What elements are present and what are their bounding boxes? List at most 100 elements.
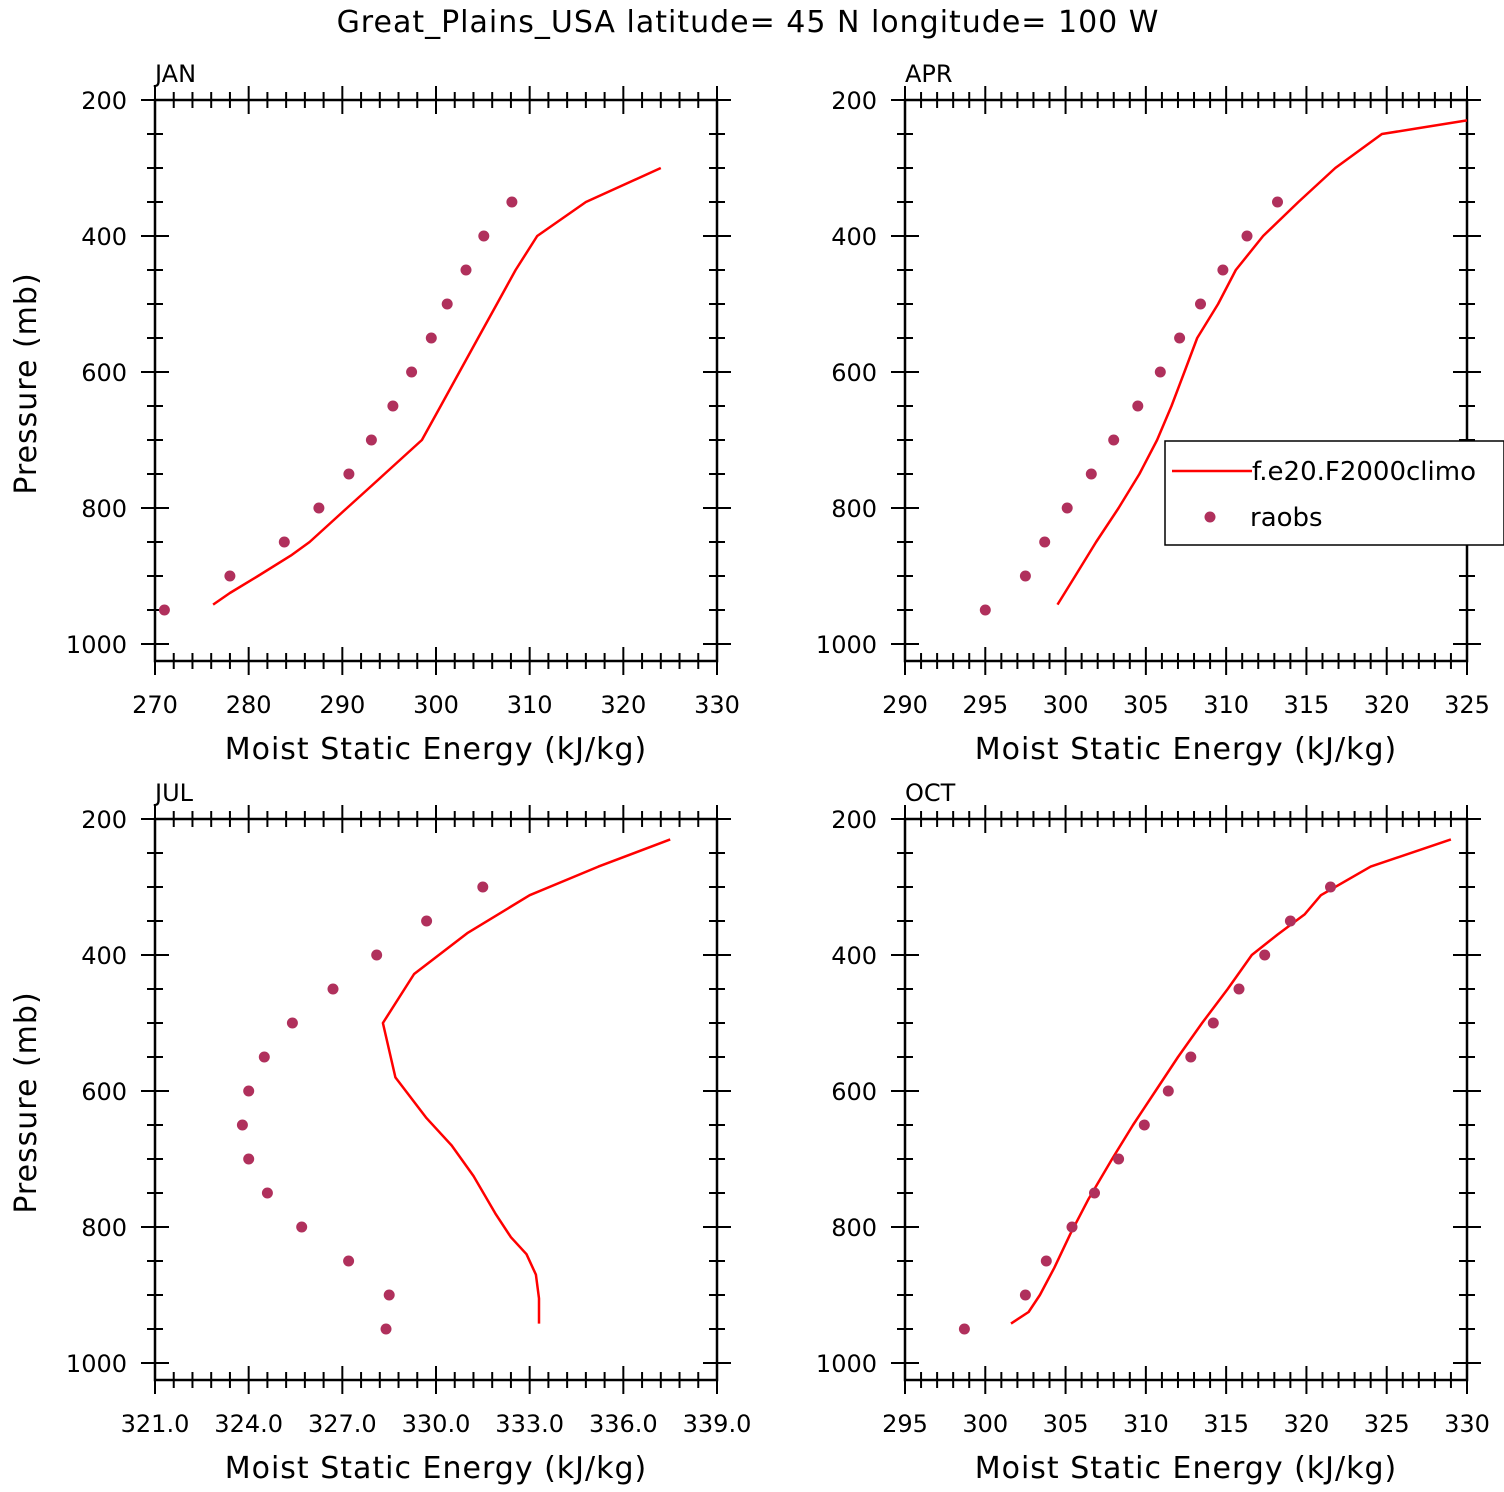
- obs-point: [1113, 1153, 1125, 1165]
- obs-point: [258, 1051, 270, 1063]
- y-tick-label: 800: [81, 1214, 127, 1242]
- obs-point: [1019, 1289, 1031, 1301]
- legend-obs-marker-swatch: [1204, 511, 1216, 523]
- obs-point: [1085, 468, 1097, 480]
- panel-label: JUL: [153, 779, 194, 807]
- obs-point: [380, 1323, 392, 1335]
- legend-model-label: f.e20.F2000climo: [1252, 457, 1476, 487]
- legend: f.e20.F2000climo raobs: [1164, 440, 1504, 546]
- panel-label: APR: [905, 60, 953, 88]
- y-tick-label: 800: [81, 495, 127, 523]
- x-tick-label: 330.0: [402, 1410, 471, 1438]
- obs-point: [958, 1323, 970, 1335]
- x-tick-label: 339.0: [683, 1410, 752, 1438]
- plot-frame: [903, 98, 1469, 663]
- obs-point: [296, 1221, 308, 1233]
- x-axis-title: Moist Static Energy (kJ/kg): [225, 1451, 648, 1486]
- x-axis-title: Moist Static Energy (kJ/kg): [975, 1451, 1398, 1486]
- obs-point: [278, 536, 290, 548]
- obs-point: [383, 1289, 395, 1301]
- obs-point: [1040, 1255, 1052, 1267]
- x-tick-label: 290: [882, 691, 928, 719]
- chart-jan: JAN 200 400 600 800 1000 270 280 290 300 310 320 330…: [9, 60, 740, 767]
- obs-point: [313, 502, 325, 514]
- series-line-model: [381, 838, 671, 1324]
- y-tick-label: 600: [831, 359, 877, 387]
- x-tick-label: 280: [226, 691, 272, 719]
- y-tick-label: 600: [81, 359, 127, 387]
- y-axis-title: Pressure (mb): [9, 991, 44, 1213]
- x-tick-label: 295: [882, 1410, 928, 1438]
- x-tick-label: 290: [319, 691, 365, 719]
- x-tick-label: 310: [1203, 691, 1249, 719]
- x-tick-label: 324.0: [214, 1410, 283, 1438]
- obs-point: [327, 983, 339, 995]
- chart-oct: OCT 200 400 600 800 1000 295 300 305 310 315 320 325…: [816, 779, 1490, 1486]
- y-tick-label: 400: [81, 223, 127, 251]
- obs-point: [979, 604, 991, 616]
- x-tick-label: 305: [1043, 1410, 1089, 1438]
- chart-apr: APR 200 400 600 800 1000 290 295 300 305 310 315 320…: [816, 60, 1490, 767]
- panel-label: OCT: [905, 779, 956, 807]
- obs-point: [261, 1187, 273, 1199]
- obs-point: [1195, 298, 1206, 310]
- obs-point: [236, 1119, 248, 1131]
- x-tick-label: 295: [962, 691, 1008, 719]
- x-tick-label: 320: [1364, 691, 1410, 719]
- obs-point: [1108, 434, 1120, 446]
- x-tick-label: 300: [962, 1410, 1008, 1438]
- obs-point: [1154, 366, 1166, 378]
- x-tick-label: 305: [1123, 691, 1169, 719]
- obs-point: [387, 400, 399, 412]
- y-tick-label: 200: [81, 87, 127, 115]
- figure-title: Great_Plains_USA latitude= 45 N longitud…: [337, 5, 1160, 40]
- x-tick-label: 310: [507, 691, 553, 719]
- x-tick-label: 270: [132, 691, 178, 719]
- y-tick-label: 400: [831, 942, 877, 970]
- obs-point: [406, 366, 418, 378]
- obs-point: [365, 434, 377, 446]
- obs-point: [1061, 502, 1073, 514]
- plot-frame: [903, 817, 1469, 1382]
- x-tick-label: 300: [1043, 691, 1089, 719]
- x-axis-title: Moist Static Energy (kJ/kg): [225, 732, 648, 767]
- obs-point: [477, 881, 489, 893]
- x-tick-label: 315: [1203, 1410, 1249, 1438]
- obs-point: [1217, 264, 1229, 276]
- obs-point: [343, 468, 355, 480]
- x-axis-title: Moist Static Energy (kJ/kg): [975, 732, 1398, 767]
- x-tick-label: 325: [1364, 1410, 1410, 1438]
- obs-point: [460, 264, 472, 276]
- legend-obs-label: raobs: [1250, 503, 1323, 533]
- obs-point: [1039, 536, 1051, 548]
- obs-point: [421, 915, 433, 927]
- obs-point: [1019, 570, 1031, 582]
- y-tick-label: 800: [831, 495, 877, 523]
- series-line-model: [1056, 119, 1468, 606]
- obs-point: [1138, 1119, 1150, 1131]
- y-tick-label: 200: [831, 87, 877, 115]
- obs-point: [425, 332, 437, 344]
- x-tick-label: 321.0: [121, 1410, 190, 1438]
- panel-label: JAN: [153, 60, 196, 88]
- obs-point: [1241, 230, 1253, 242]
- x-tick-label: 330: [694, 691, 740, 719]
- x-tick-label: 300: [413, 691, 459, 719]
- x-tick-label: 336.0: [589, 1410, 658, 1438]
- y-tick-label: 1000: [816, 631, 877, 659]
- x-tick-label: 327.0: [308, 1410, 377, 1438]
- obs-point: [243, 1153, 255, 1165]
- series-line-model: [212, 166, 662, 606]
- obs-point: [1284, 915, 1296, 927]
- obs-point: [1174, 332, 1186, 344]
- y-tick-label: 1000: [66, 1350, 127, 1378]
- obs-point: [1162, 1085, 1174, 1097]
- x-tick-label: 330: [1444, 1410, 1490, 1438]
- obs-point: [506, 196, 518, 208]
- y-tick-label: 400: [831, 223, 877, 251]
- x-tick-label: 325: [1444, 691, 1490, 719]
- obs-point: [1066, 1221, 1078, 1233]
- x-tick-label: 320: [600, 691, 646, 719]
- y-axis-title: Pressure (mb): [9, 272, 44, 494]
